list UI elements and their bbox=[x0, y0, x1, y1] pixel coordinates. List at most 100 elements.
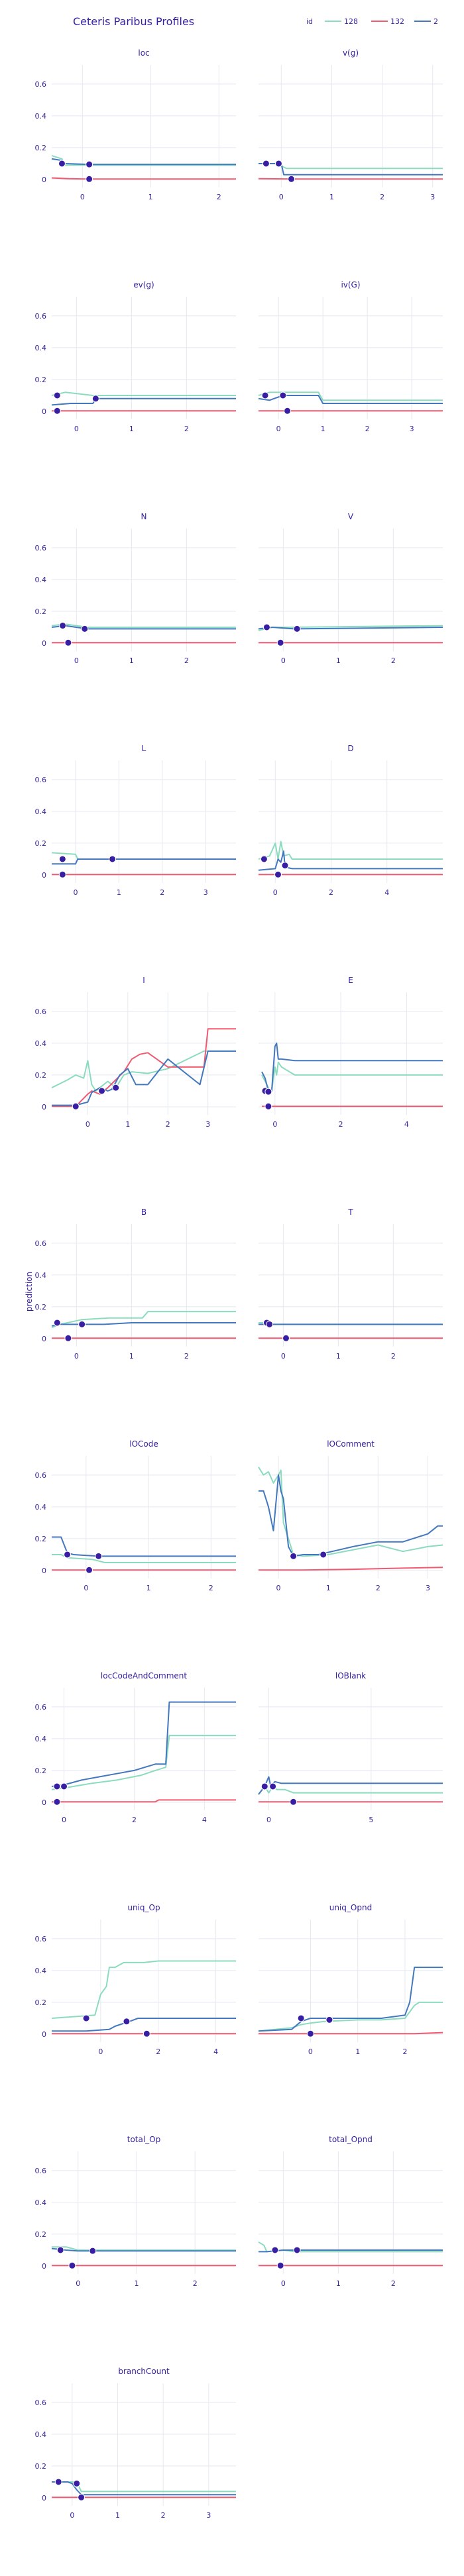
x-tick-label: 4 bbox=[202, 1816, 207, 1824]
y-tick-label: 0.2 bbox=[35, 2462, 47, 2471]
observation-point-128 bbox=[64, 1551, 72, 1559]
x-tick-label: 1 bbox=[117, 888, 121, 897]
panel-uniq_Op: uniq_Op 0 0.2 0.4 0.6 0 2 4 bbox=[35, 1903, 236, 2056]
observation-point-2 bbox=[91, 395, 99, 403]
x-tick-label: 3 bbox=[430, 193, 435, 201]
x-tick-label: 1 bbox=[125, 1120, 130, 1129]
y-tick-label: 0.4 bbox=[35, 1271, 47, 1280]
observation-point-128 bbox=[82, 2014, 90, 2022]
panel-title: lOCode bbox=[129, 1439, 158, 1449]
y-tick-label: 0.4 bbox=[35, 807, 47, 816]
observation-point-128 bbox=[261, 391, 269, 399]
observation-point-128 bbox=[261, 1782, 268, 1790]
panel-title: I bbox=[143, 976, 145, 985]
x-tick-label: 3 bbox=[205, 1120, 210, 1129]
series-line-2 bbox=[259, 163, 443, 176]
x-tick-label: 0 bbox=[308, 2047, 313, 2056]
observation-point-2 bbox=[290, 1552, 298, 1560]
panel-T: T 0 1 2 bbox=[259, 1208, 443, 1361]
x-tick-label: 0 bbox=[74, 656, 79, 665]
x-tick-label: 4 bbox=[213, 2047, 218, 2056]
series-line-2 bbox=[258, 395, 443, 404]
panel-L: L 0 0.2 0.4 0.6 0 1 2 3 bbox=[35, 744, 236, 897]
observation-point-2 bbox=[73, 2479, 81, 2487]
x-tick-label: 2 bbox=[365, 425, 370, 433]
x-tick-label: 4 bbox=[404, 1120, 409, 1129]
observation-point-2 bbox=[95, 1552, 103, 1560]
observation-point-132 bbox=[86, 1566, 93, 1574]
series-line-128 bbox=[258, 841, 443, 860]
panel-v(g): v(g) 0 1 2 3 bbox=[258, 48, 443, 201]
y-axis-label: prediction bbox=[25, 1272, 34, 1312]
x-tick-label: 2 bbox=[329, 888, 333, 897]
observation-point-132 bbox=[64, 1334, 72, 1342]
y-tick-label: 0 bbox=[42, 1798, 46, 1807]
series-line-2 bbox=[51, 625, 236, 630]
x-tick-label: 0 bbox=[266, 1816, 271, 1824]
observation-point-2 bbox=[89, 2247, 97, 2255]
x-tick-label: 2 bbox=[166, 1120, 170, 1129]
x-tick-label: 0 bbox=[62, 1816, 66, 1824]
y-tick-label: 0.6 bbox=[35, 1935, 47, 1943]
series-line-128 bbox=[51, 154, 236, 166]
observation-point-132 bbox=[64, 639, 72, 646]
panel-lOComment: lOComment 0 1 2 3 bbox=[258, 1439, 443, 1592]
x-tick-label: 0 bbox=[272, 1120, 277, 1129]
panel-loc: loc 0 0.2 0.4 0.6 0 1 2 bbox=[35, 48, 236, 201]
panel-title: branchCount bbox=[118, 2367, 170, 2376]
x-tick-label: 0 bbox=[80, 193, 85, 201]
panel-title: T bbox=[347, 1208, 353, 1217]
y-tick-label: 0.4 bbox=[35, 1503, 47, 1512]
y-tick-label: 0 bbox=[42, 1335, 46, 1343]
series-line-128 bbox=[51, 1960, 236, 2019]
x-tick-label: 1 bbox=[115, 2511, 120, 2520]
x-tick-label: 1 bbox=[326, 1584, 331, 1592]
series-line-2 bbox=[258, 1776, 443, 1795]
series-line-2 bbox=[51, 158, 236, 166]
panel-ev(g): ev(g) 0 0.2 0.4 0.6 0 1 2 bbox=[35, 280, 236, 433]
y-tick-label: 0 bbox=[42, 2494, 46, 2502]
x-tick-label: 0 bbox=[279, 193, 284, 201]
series-line-128 bbox=[259, 163, 443, 170]
x-tick-label: 3 bbox=[206, 2511, 211, 2520]
observation-point-132 bbox=[264, 1102, 272, 1110]
panel-title: iv(G) bbox=[341, 280, 360, 289]
y-tick-label: 0.6 bbox=[35, 1471, 47, 1480]
x-tick-label: 0 bbox=[84, 1584, 88, 1592]
x-tick-label: 1 bbox=[336, 2279, 341, 2288]
x-tick-label: 1 bbox=[129, 425, 134, 433]
observation-point-2 bbox=[78, 1320, 86, 1328]
observation-point-2 bbox=[269, 1782, 277, 1790]
observation-point-2 bbox=[274, 160, 282, 168]
observation-point-2 bbox=[81, 625, 89, 633]
observation-point-128 bbox=[271, 2246, 279, 2254]
x-tick-label: 3 bbox=[410, 425, 414, 433]
panel-D: D 0 2 4 bbox=[258, 744, 443, 897]
series-line-2 bbox=[52, 1536, 236, 1557]
y-tick-label: 0 bbox=[42, 176, 46, 184]
panel-title: L bbox=[142, 744, 146, 753]
x-tick-label: 0 bbox=[281, 1352, 286, 1361]
panel-N: N 0 0.2 0.4 0.6 0 1 2 bbox=[35, 512, 236, 665]
panel-title: uniq_Op bbox=[127, 1903, 160, 1912]
series-line-132 bbox=[259, 2032, 443, 2035]
y-tick-label: 0.6 bbox=[35, 776, 47, 784]
observation-point-128 bbox=[59, 622, 67, 630]
x-tick-label: 0 bbox=[86, 1120, 90, 1129]
panel-title: ev(g) bbox=[133, 280, 154, 289]
panel-iv(G): iv(G) 0 1 2 3 bbox=[258, 280, 443, 433]
y-tick-label: 0.4 bbox=[35, 1735, 47, 1743]
series-line-132 bbox=[259, 1567, 443, 1571]
panel-title: loc bbox=[138, 48, 149, 58]
x-tick-label: 4 bbox=[384, 888, 389, 897]
x-tick-label: 2 bbox=[184, 425, 189, 433]
panel-title: E bbox=[348, 976, 353, 985]
panel-B: B 0 0.2 0.4 0.6 0 1 2 bbox=[35, 1208, 236, 1361]
observation-point-128 bbox=[112, 1084, 120, 1092]
observation-point-2 bbox=[293, 2246, 301, 2254]
series-line-128 bbox=[258, 2001, 443, 2032]
observation-point-132 bbox=[284, 407, 292, 415]
series-line-132 bbox=[258, 178, 443, 180]
x-tick-label: 0 bbox=[98, 2047, 103, 2056]
